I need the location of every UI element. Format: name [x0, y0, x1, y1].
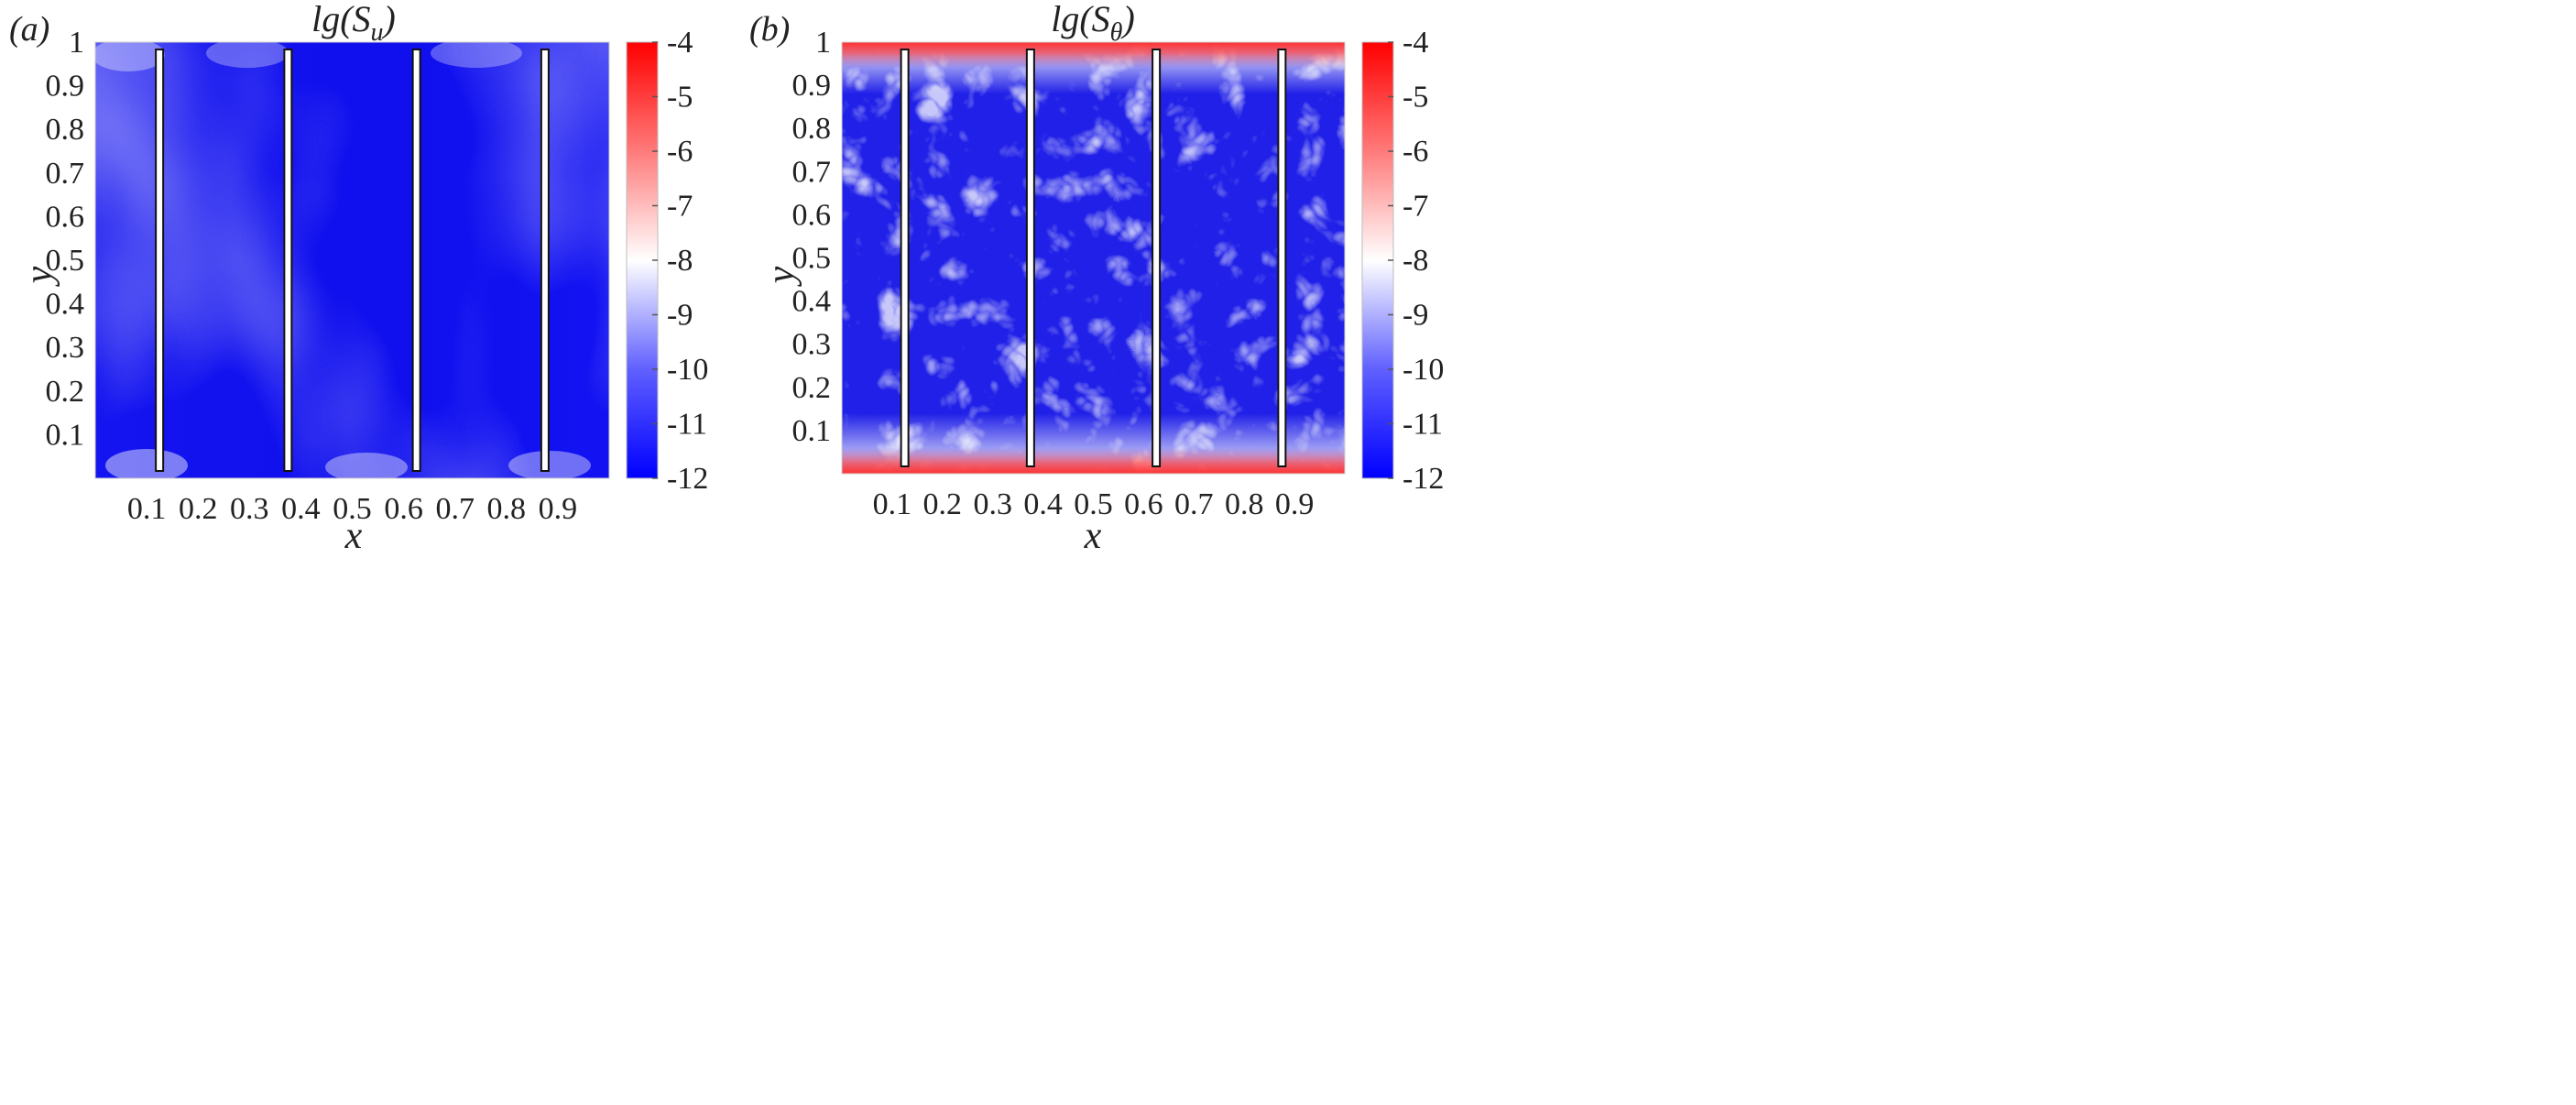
y-tick-label-a: 0.5	[46, 244, 85, 278]
y-tick-label-a: 0.1	[46, 418, 85, 452]
colorbar-tick-label-b: -5	[1403, 81, 1428, 115]
colorbar-tick-label-b: -6	[1403, 135, 1428, 169]
panel-b-label: (b)	[749, 10, 790, 49]
x-tick-label-a: 0.6	[384, 492, 423, 526]
colorbar-tick-label-a: -10	[667, 353, 708, 387]
y-tick-label-a: 1	[69, 26, 84, 60]
panel-b-colorbar: -4 -5 -6 -7 -8 -9 -10 -11 -12	[1361, 26, 1444, 496]
x-tick-label-b: 0.6	[1124, 487, 1163, 521]
colorbar-tick-label-b: -4	[1403, 26, 1428, 60]
colorbar-tick-label-a: -4	[667, 26, 693, 60]
y-tick-label-a: 0.4	[46, 288, 85, 322]
colorbar-tick-label-b: -12	[1403, 462, 1444, 496]
x-tick-label-b: 0.7	[1174, 487, 1214, 521]
panel-a-title: lg(Su)	[311, 0, 396, 47]
partition-b-1	[900, 49, 910, 467]
y-tick-label-a: 0.9	[46, 70, 85, 104]
colorbar-tick-label-a: -8	[667, 244, 693, 278]
x-tick-label-b: 0.3	[973, 487, 1012, 521]
x-tick-label-a: 0.1	[127, 492, 167, 526]
x-tick-label-a: 0.8	[487, 492, 527, 526]
y-tick-label-b: 0.4	[792, 285, 832, 319]
x-tick-label-a: 0.7	[435, 492, 475, 526]
partition-a-1	[155, 49, 165, 472]
y-tick-label-b: 0.5	[792, 242, 832, 276]
y-tick-label-a: 0.2	[46, 375, 85, 409]
x-tick-label-b: 0.1	[873, 487, 912, 521]
x-tick-label-b: 0.8	[1225, 487, 1264, 521]
panel-b-x-ticks: 0.1 0.2 0.3 0.4 0.5 0.6 0.7 0.8 0.9	[873, 487, 1315, 521]
x-tick-label-a: 0.4	[281, 492, 321, 526]
panel-b-y-ticks: 0.1 0.2 0.3 0.4 0.5 0.6 0.7 0.8 0.9 1	[792, 26, 832, 448]
x-tick-label-a: 0.9	[539, 492, 578, 526]
colorbar-tick-label-b: -8	[1403, 244, 1428, 278]
y-tick-label-b: 0.7	[792, 155, 832, 189]
partition-b-2	[1025, 49, 1035, 467]
colorbar-a-ticks: -4 -5 -6 -7 -8 -9 -10 -11 -12	[652, 26, 708, 496]
colorbar-tick-label-b: -7	[1403, 190, 1428, 224]
partition-a-3	[411, 49, 421, 472]
panel-b-xlabel: x	[1084, 515, 1102, 557]
x-tick-label-b: 0.2	[923, 487, 963, 521]
y-tick-label-a: 0.7	[46, 157, 85, 191]
panel-b-partitions	[900, 49, 1287, 467]
y-tick-label-a: 0.8	[46, 113, 85, 147]
colorbar-tick-label-a: -11	[667, 408, 707, 442]
y-tick-label-b: 0.3	[792, 328, 832, 362]
y-tick-label-b: 0.8	[792, 112, 832, 146]
panel-a: (a) lg(Su) 0.1 0.2 0.3 0.4 0.5 0.6 0.7 0.8 0.9 0…	[9, 0, 708, 557]
panel-a-y-ticks: 0.1 0.2 0.3 0.4 0.5 0.6 0.7 0.8 0.9 1	[46, 26, 85, 452]
partition-b-4	[1277, 49, 1287, 467]
colorbar-tick-label-a: -12	[667, 462, 708, 496]
panel-a-field	[95, 42, 609, 478]
panel-a-colorbar: -4 -5 -6 -7 -8 -9 -10 -11 -12	[626, 26, 708, 496]
panel-b-title: lg(Sθ)	[1051, 0, 1135, 47]
y-tick-label-b: 0.6	[792, 198, 832, 232]
panel-b-ylabel: y	[760, 266, 802, 287]
y-tick-label-a: 0.3	[46, 331, 85, 365]
y-tick-label-b: 0.1	[792, 414, 832, 448]
panel-a-ylabel: y	[18, 266, 60, 287]
colorbar-b-ticks: -4 -5 -6 -7 -8 -9 -10 -11 -12	[1388, 26, 1444, 496]
y-tick-label-a: 0.6	[46, 200, 85, 234]
partition-b-3	[1152, 49, 1162, 467]
panel-b-field	[842, 42, 1345, 474]
partition-a-2	[283, 49, 293, 472]
y-tick-label-b: 0.9	[792, 69, 832, 103]
colorbar-tick-label-a: -9	[667, 299, 693, 333]
y-tick-label-b: 0.2	[792, 371, 832, 405]
colorbar-tick-label-b: -10	[1403, 353, 1444, 387]
x-tick-label-a: 0.3	[230, 492, 269, 526]
panel-a-xlabel: x	[344, 515, 363, 557]
x-tick-label-b: 0.9	[1275, 487, 1315, 521]
x-tick-label-b: 0.4	[1023, 487, 1063, 521]
colorbar-tick-label-a: -6	[667, 135, 693, 169]
panel-b: (b) lg(Sθ) 0.1 0.2 0.3 0.4 0.5 0.6 0.7 0.8 0.9 0…	[749, 0, 1444, 557]
y-tick-label-b: 1	[815, 26, 831, 60]
colorbar-tick-label-a: -5	[667, 81, 693, 115]
x-tick-label-a: 0.5	[333, 492, 372, 526]
colorbar-tick-label-a: -7	[667, 190, 693, 224]
colorbar-tick-label-b: -9	[1403, 299, 1428, 333]
panel-a-partitions	[155, 49, 550, 472]
panel-a-x-ticks: 0.1 0.2 0.3 0.4 0.5 0.6 0.7 0.8 0.9	[127, 492, 577, 526]
colorbar-tick-label-b: -11	[1403, 408, 1443, 442]
partition-a-4	[540, 49, 550, 472]
panel-a-label: (a)	[9, 10, 49, 49]
x-tick-label-a: 0.2	[179, 492, 218, 526]
x-tick-label-b: 0.5	[1074, 487, 1113, 521]
